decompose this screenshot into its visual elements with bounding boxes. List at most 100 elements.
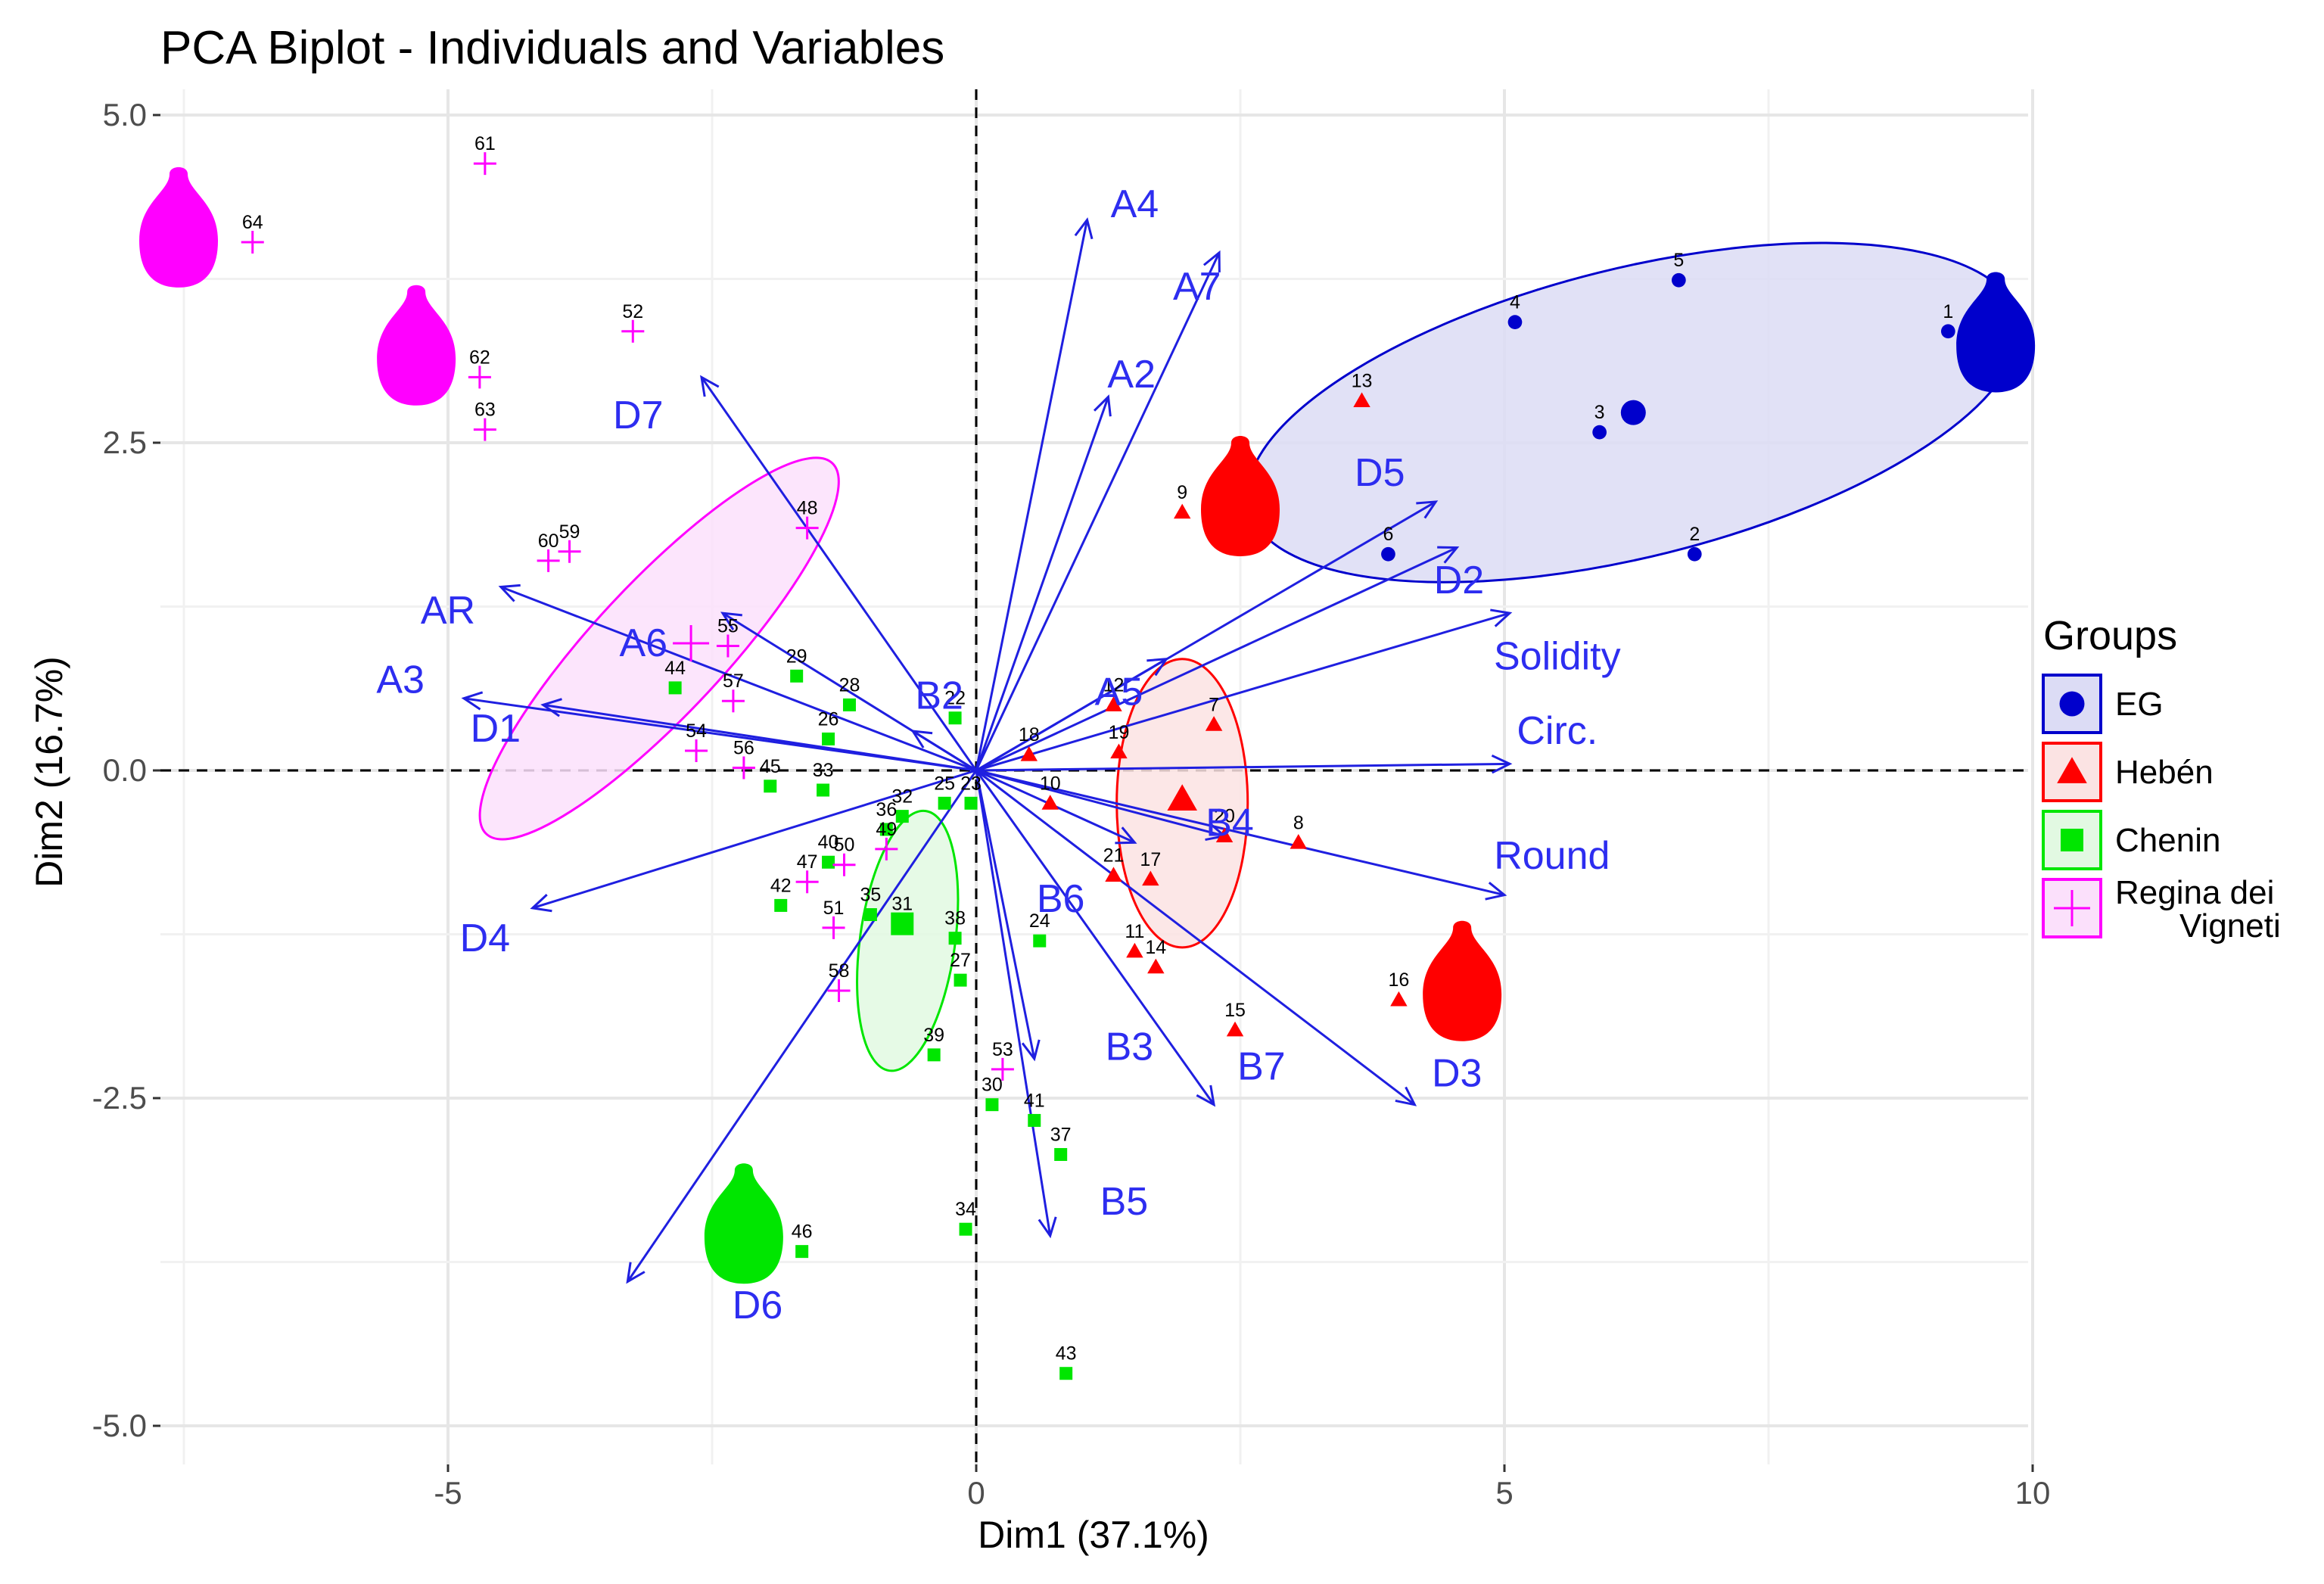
point-label-2: 2 <box>1689 524 1700 545</box>
point-label-21: 21 <box>1103 845 1125 867</box>
variable-label-circ: Circ. <box>1517 709 1598 753</box>
point-59 <box>558 540 581 563</box>
point-label-54: 54 <box>686 720 707 742</box>
point-21 <box>1105 867 1122 882</box>
point-46 <box>795 1245 809 1259</box>
point-1 <box>1940 324 1955 339</box>
variable-label-d6: D6 <box>733 1284 782 1327</box>
point-label-20: 20 <box>1214 806 1235 827</box>
point-label-35: 35 <box>860 885 881 906</box>
x-tick-label: 5 <box>1495 1475 1513 1511</box>
legend-marker <box>2061 829 2083 851</box>
point-label-52: 52 <box>622 301 643 322</box>
y-tick-label: -2.5 <box>92 1080 147 1116</box>
point-8 <box>1290 834 1307 849</box>
legend-marker <box>2057 757 2087 783</box>
arrow-a5 <box>975 658 1169 772</box>
point-label-44: 44 <box>664 658 686 679</box>
point-17 <box>1142 870 1159 886</box>
point-label-36: 36 <box>876 799 897 820</box>
variable-label-d7: D7 <box>613 394 663 437</box>
y-tick-label: 2.5 <box>103 425 147 460</box>
arrow-solidity <box>975 608 1513 772</box>
arrow-d3 <box>975 769 1417 1106</box>
point-29 <box>790 669 804 683</box>
point-25 <box>938 796 951 810</box>
legend-label: Hebén <box>2115 754 2214 791</box>
point-26 <box>822 732 835 745</box>
variable-label-a6: A6 <box>619 621 667 665</box>
point-6 <box>1381 546 1395 562</box>
variable-label-d5: D5 <box>1355 451 1405 495</box>
legend-item-regina-dei-vigneti: Regina dei Vigneti <box>2042 874 2281 944</box>
point-15 <box>1226 1021 1244 1037</box>
point-10 <box>1041 795 1059 810</box>
variable-label-b3: B3 <box>1106 1025 1154 1069</box>
point-57 <box>721 689 745 713</box>
variable-label-d4: D4 <box>460 916 510 960</box>
arrow-d4 <box>530 769 977 913</box>
point-label-10: 10 <box>1040 773 1061 794</box>
point-label-18: 18 <box>1019 724 1040 745</box>
legend-item-eg: EG <box>2042 674 2164 734</box>
point-58 <box>827 979 851 1002</box>
point-14 <box>1147 958 1165 974</box>
point-40 <box>822 855 835 869</box>
x-tick-label: 0 <box>967 1475 985 1511</box>
point-label-51: 51 <box>823 898 845 919</box>
point-label-47: 47 <box>797 851 818 873</box>
legend-marker <box>2054 890 2090 926</box>
variable-label-b2: B2 <box>915 674 963 717</box>
point-2 <box>1687 546 1702 562</box>
point-label-45: 45 <box>760 756 781 777</box>
point-55 <box>716 634 739 658</box>
variable-label-ar: AR <box>421 589 475 633</box>
point-label-14: 14 <box>1145 937 1166 958</box>
point-11 <box>1126 942 1143 958</box>
point-41 <box>1028 1113 1041 1127</box>
point-label-28: 28 <box>839 674 860 696</box>
point-label-22: 22 <box>944 688 966 709</box>
variable-label-b6: B6 <box>1037 877 1085 921</box>
point-label-26: 26 <box>818 708 839 730</box>
point-7 <box>1205 716 1223 731</box>
point-label-8: 8 <box>1293 812 1304 833</box>
point-30 <box>985 1098 999 1112</box>
point-label-57: 57 <box>723 671 744 692</box>
point-12 <box>1105 696 1122 711</box>
fruit-silhouette <box>1956 272 2036 393</box>
point-label-56: 56 <box>733 738 754 759</box>
point-label-12: 12 <box>1103 674 1125 696</box>
point-37 <box>1054 1147 1068 1161</box>
point-34 <box>959 1222 972 1236</box>
point-label-19: 19 <box>1109 722 1130 743</box>
point-42 <box>774 898 788 912</box>
variable-label-a2: A2 <box>1107 353 1156 397</box>
arrow-a4 <box>975 217 1094 771</box>
point-18 <box>1020 745 1038 761</box>
arrow-b7 <box>975 770 1216 1107</box>
axis-ticks: -5 0 5 10 5.0 2.5 0.0 -2.5 -5.0 <box>92 97 2051 1511</box>
x-tick-label: 10 <box>2015 1475 2051 1511</box>
point-label-25: 25 <box>934 773 955 794</box>
x-axis-label: Dim1 (37.1%) <box>978 1514 1209 1556</box>
point-label-11: 11 <box>1125 921 1144 942</box>
fruit-silhouette <box>139 166 219 288</box>
point-27 <box>954 973 967 987</box>
point-20 <box>1215 827 1234 843</box>
variable-label-a5: A5 <box>1095 670 1143 714</box>
variable-label-b4: B4 <box>1206 801 1254 845</box>
point-5 <box>1671 272 1686 288</box>
variable-label-a7: A7 <box>1173 265 1221 309</box>
centroid-regina-dei-vigneti <box>673 624 710 661</box>
point-44 <box>668 681 682 695</box>
point-61 <box>473 152 496 176</box>
arrow-a7 <box>975 250 1221 771</box>
point-23 <box>964 796 978 810</box>
point-label-7: 7 <box>1209 694 1219 715</box>
fruit-silhouette <box>1423 920 1502 1041</box>
variable-label-a4: A4 <box>1111 182 1159 226</box>
point-9 <box>1174 503 1191 519</box>
point-label-17: 17 <box>1140 849 1161 870</box>
